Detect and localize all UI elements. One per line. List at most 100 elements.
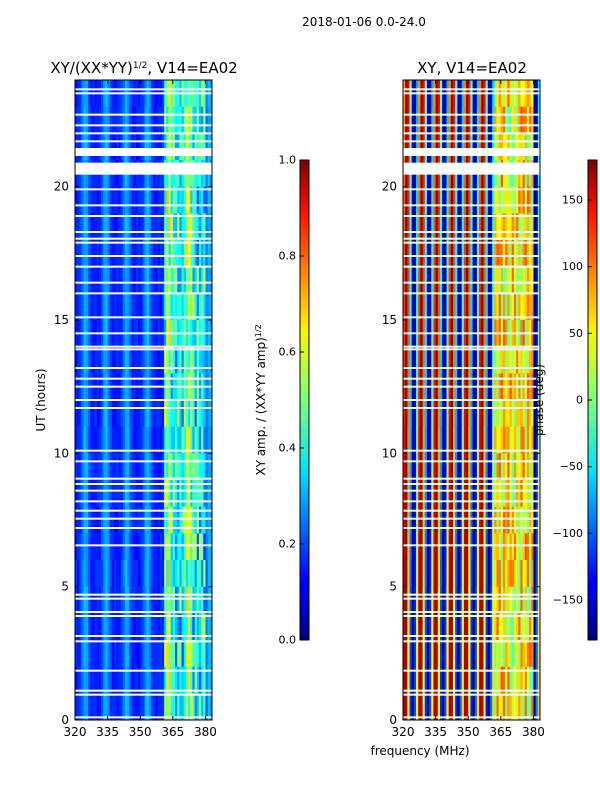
heatmap-cell bbox=[463, 480, 467, 508]
heatmap-cell bbox=[168, 506, 172, 534]
heatmap-cell bbox=[118, 266, 122, 294]
heatmap-cell bbox=[144, 240, 148, 268]
heatmap-cell bbox=[457, 293, 460, 321]
heatmap-cell bbox=[101, 293, 104, 321]
heatmap-cell bbox=[168, 266, 172, 294]
heatmap-cell bbox=[148, 240, 152, 268]
heatmap-cell bbox=[135, 666, 139, 694]
heatmap-cell bbox=[98, 240, 102, 268]
heatmap-cell bbox=[172, 613, 176, 641]
gap-line bbox=[403, 593, 540, 596]
heatmap-cell bbox=[77, 400, 80, 428]
heatmap-cell bbox=[181, 586, 185, 614]
heatmap-cell bbox=[109, 426, 113, 454]
heatmap-cell bbox=[444, 266, 447, 294]
heatmap-cell bbox=[94, 426, 98, 454]
heatmap-cell bbox=[487, 613, 491, 641]
heatmap-cell bbox=[492, 533, 495, 561]
heatmap-cell bbox=[418, 666, 421, 694]
heatmap-cell bbox=[520, 453, 523, 481]
heatmap-cell bbox=[198, 346, 202, 374]
heatmap-cell bbox=[79, 293, 82, 321]
heatmap-cell bbox=[524, 586, 528, 614]
heatmap-cell bbox=[472, 240, 476, 268]
heatmap-cell bbox=[513, 640, 517, 668]
heatmap-cell bbox=[120, 106, 124, 134]
heatmap-cell bbox=[439, 240, 443, 268]
heatmap-cell bbox=[177, 640, 180, 668]
heatmap-cell bbox=[129, 533, 132, 561]
heatmap-cell bbox=[500, 586, 504, 614]
heatmap-cell bbox=[144, 533, 148, 561]
heatmap-cell bbox=[435, 266, 439, 294]
heatmap-cell bbox=[107, 613, 111, 641]
heatmap-cell bbox=[205, 213, 209, 241]
heatmap-cell bbox=[426, 400, 430, 428]
heatmap-cell bbox=[207, 453, 211, 481]
heatmap-cell bbox=[461, 560, 465, 588]
heatmap-cell bbox=[420, 640, 423, 668]
heatmap-cell bbox=[485, 400, 489, 428]
heatmap-cell bbox=[183, 453, 187, 481]
heatmap-cell bbox=[496, 666, 500, 694]
heatmap-cell bbox=[103, 613, 106, 641]
heatmap-cell bbox=[407, 666, 410, 694]
gap-line bbox=[403, 635, 540, 637]
heatmap-cell bbox=[435, 506, 439, 534]
heatmap-cell bbox=[177, 266, 180, 294]
heatmap-cell bbox=[433, 186, 437, 214]
heatmap-cell bbox=[459, 480, 463, 508]
heatmap-cell bbox=[413, 106, 417, 134]
heatmap-cell bbox=[183, 666, 187, 694]
heatmap-cell bbox=[170, 186, 174, 214]
heatmap-cell bbox=[81, 613, 85, 641]
heatmap-cell bbox=[201, 666, 204, 694]
heatmap-cell bbox=[190, 453, 193, 481]
heatmap-cell bbox=[511, 426, 515, 454]
x-tick-label: 365 bbox=[489, 725, 512, 739]
heatmap-cell bbox=[183, 400, 187, 428]
heatmap-cell bbox=[129, 400, 132, 428]
heatmap-cell bbox=[179, 693, 182, 720]
heatmap-cell bbox=[472, 213, 476, 241]
heatmap-cell bbox=[103, 106, 106, 134]
heatmap-cell bbox=[157, 506, 161, 534]
heatmap-cell bbox=[479, 266, 482, 294]
heatmap-cell bbox=[518, 346, 521, 374]
heatmap-cell bbox=[85, 400, 89, 428]
heatmap-cell bbox=[92, 133, 95, 161]
heatmap-cell bbox=[496, 400, 500, 428]
heatmap-cell bbox=[201, 346, 204, 374]
heatmap-cell bbox=[85, 426, 89, 454]
heatmap-cell bbox=[107, 133, 111, 161]
heatmap-cell bbox=[77, 453, 80, 481]
heatmap-cell bbox=[435, 293, 439, 321]
heatmap-cell bbox=[513, 293, 517, 321]
gap-line bbox=[403, 460, 540, 463]
heatmap-cell bbox=[142, 266, 145, 294]
gap-line bbox=[75, 332, 212, 335]
heatmap-cell bbox=[513, 453, 517, 481]
heatmap-cell bbox=[185, 533, 189, 561]
heatmap-cell bbox=[466, 613, 469, 641]
heatmap-cell bbox=[522, 480, 526, 508]
heatmap-cell bbox=[459, 693, 463, 720]
heatmap-cell bbox=[422, 480, 426, 508]
heatmap-cell bbox=[85, 186, 89, 214]
heatmap-cell bbox=[203, 400, 206, 428]
heatmap-cell bbox=[105, 240, 109, 268]
heatmap-cell bbox=[83, 640, 87, 668]
heatmap-cell bbox=[166, 613, 169, 641]
heatmap-cell bbox=[494, 533, 497, 561]
heatmap-cell bbox=[96, 613, 100, 641]
heatmap-cell bbox=[483, 266, 487, 294]
heatmap-cell bbox=[133, 106, 137, 134]
heatmap-cell bbox=[429, 640, 432, 668]
heatmap-cell bbox=[153, 560, 156, 588]
heatmap-cell bbox=[175, 666, 178, 694]
heatmap-cell bbox=[442, 400, 445, 428]
heatmap-cell bbox=[155, 480, 159, 508]
heatmap-cell bbox=[185, 480, 189, 508]
heatmap-cell bbox=[172, 693, 176, 720]
heatmap-cell bbox=[107, 640, 111, 668]
